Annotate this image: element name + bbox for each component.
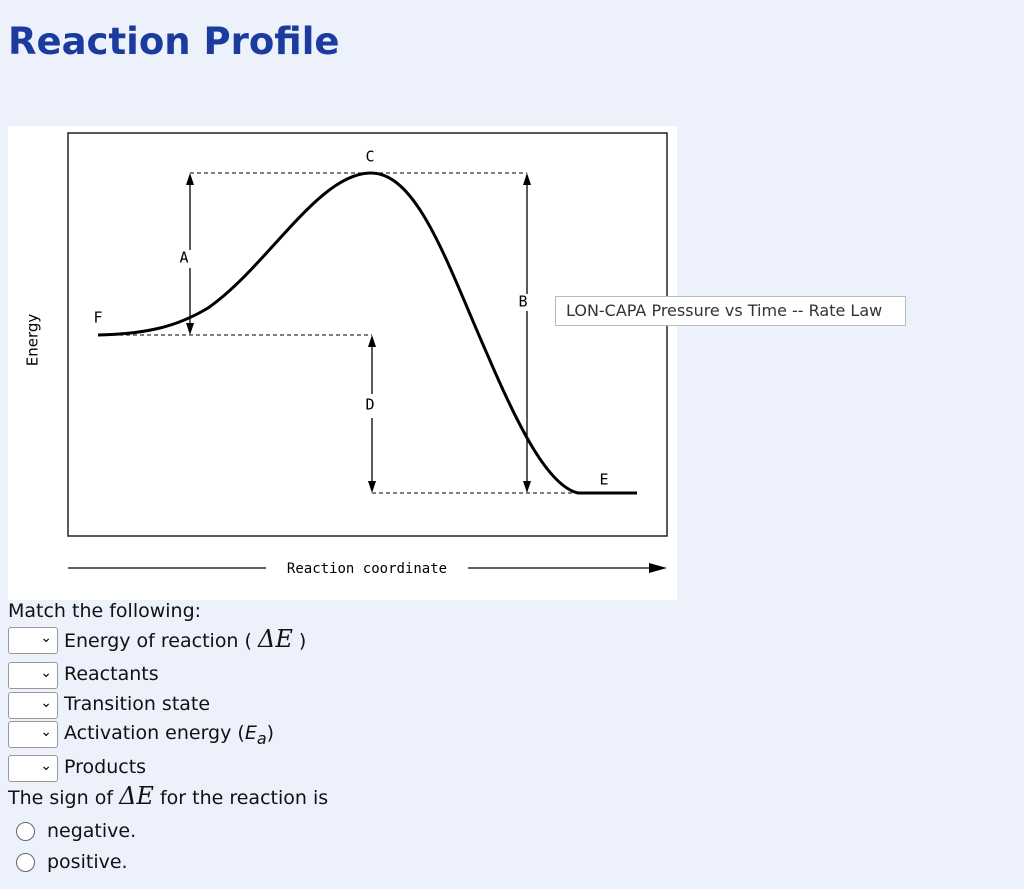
point-label: A (179, 249, 188, 267)
match-item: Products (64, 756, 146, 778)
dropdown[interactable]: ⌄ (8, 721, 58, 748)
math-text: E (244, 722, 257, 744)
radio-button[interactable] (16, 853, 35, 872)
dropdown-arrow: ⌄ (40, 665, 52, 681)
y-axis-label: Energy (24, 314, 42, 367)
radio-label: negative. (47, 820, 137, 842)
label-text: Reactants (64, 663, 159, 685)
match-prompt: Match the following: (8, 600, 202, 622)
dropdown[interactable]: ⌄ (8, 755, 58, 782)
label-text: The sign of (8, 787, 120, 809)
match-item: Transition state (64, 693, 210, 715)
label-text: Transition state (64, 693, 211, 715)
page-title: Reaction Profile (8, 20, 340, 63)
point-label: C (365, 148, 374, 166)
point-label: F (93, 309, 102, 327)
label-text: Products (64, 756, 147, 778)
math-text: ΔE (119, 782, 154, 810)
point-label: B (518, 293, 527, 311)
label-text: ) (292, 630, 307, 652)
dropdown[interactable]: ⌄ (8, 627, 58, 654)
tooltip: LON-CAPA Pressure vs Time -- Rate Law (555, 296, 906, 326)
reaction-diagram: C A B F D E Energy Reaction coordinate (8, 126, 677, 600)
radio-label: positive. (47, 851, 128, 873)
math-text: a (256, 728, 267, 748)
label-text: ) (266, 722, 275, 744)
question: The sign of ΔE for the reaction is (8, 782, 328, 810)
point-label: D (365, 396, 374, 414)
dropdown-arrow: ⌄ (40, 630, 52, 646)
dropdown[interactable]: ⌄ (8, 662, 58, 689)
match-item: Energy of reaction ( ΔE ) (64, 625, 306, 653)
dropdown[interactable]: ⌄ (8, 692, 58, 719)
dropdown-arrow: ⌄ (40, 758, 52, 774)
match-item: Reactants (64, 663, 159, 685)
x-axis-label: Reaction coordinate (287, 561, 447, 577)
match-item: Activation energy (Ea) (64, 722, 274, 748)
radio-button[interactable] (16, 822, 35, 841)
label-text: Activation energy ( (64, 722, 245, 744)
label-text: Energy of reaction ( (64, 630, 258, 652)
dropdown-arrow: ⌄ (40, 724, 52, 740)
point-label: E (599, 471, 608, 489)
math-text: ΔE (257, 625, 293, 653)
label-text: for the reaction is (153, 787, 329, 809)
dropdown-arrow: ⌄ (40, 695, 52, 711)
